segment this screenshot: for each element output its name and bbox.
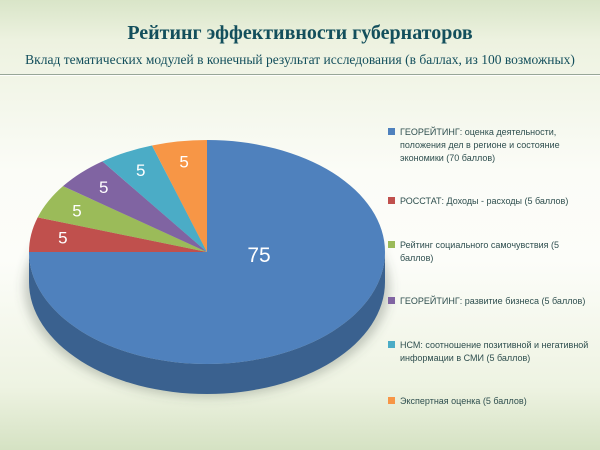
legend-swatch bbox=[388, 240, 395, 248]
pie-slice-1 bbox=[29, 217, 207, 252]
pie-slice-3 bbox=[62, 161, 207, 252]
legend-label: ГЕОРЕЙТИНГ: развитие бизнеса (5 баллов) bbox=[400, 296, 586, 307]
pie-data-label: 5 bbox=[136, 161, 145, 180]
legend-swatch bbox=[388, 128, 395, 135]
legend-label: РОССТАТ: Доходы - расходы (5 баллов) bbox=[400, 196, 569, 207]
legend-item: НСМ: соотношение позитивной и негативной… bbox=[388, 339, 590, 365]
chart-subtitle: Вклад тематических модулей в конечный ре… bbox=[25, 52, 575, 67]
pie-data-label: 5 bbox=[72, 201, 81, 220]
pie-slice-5 bbox=[151, 140, 207, 252]
pie-slice-4 bbox=[102, 145, 207, 252]
legend-item: ГЕОРЕЙТИНГ: развитие бизнеса (5 баллов) bbox=[388, 295, 590, 308]
legend: ГЕОРЕЙТИНГ: оценка деятельности, положен… bbox=[388, 126, 590, 408]
legend-label: ГЕОРЕЙТИНГ: оценка деятельности, положен… bbox=[400, 127, 560, 164]
legend-label: НСМ: соотношение позитивной и негативной… bbox=[400, 339, 589, 363]
legend-item: РОССТАТ: Доходы - расходы (5 баллов) bbox=[388, 195, 590, 208]
pie-slice-2 bbox=[37, 186, 207, 252]
legend-label: Рейтинг социального самочувствия (5 балл… bbox=[400, 239, 560, 263]
pie-data-label: 5 bbox=[179, 152, 188, 171]
legend-swatch bbox=[388, 297, 395, 305]
chart-title: Рейтинг эффективности губернаторов bbox=[127, 22, 473, 44]
legend-swatch bbox=[388, 340, 395, 348]
legend-swatch bbox=[388, 197, 395, 205]
header-divider bbox=[0, 74, 600, 75]
legend-item: ГЕОРЕЙТИНГ: оценка деятельности, положен… bbox=[388, 126, 590, 165]
legend-item: Рейтинг социального самочувствия (5 балл… bbox=[388, 239, 590, 265]
legend-item: Экспертная оценка (5 баллов) bbox=[388, 395, 590, 408]
pie-data-label: 5 bbox=[99, 178, 108, 197]
header: Рейтинг эффективности губернаторов Вклад… bbox=[0, 0, 600, 75]
legend-swatch bbox=[388, 396, 395, 404]
legend-label: Экспертная оценка (5 баллов) bbox=[400, 395, 527, 406]
pie-rim bbox=[29, 252, 385, 394]
pie-data-label: 75 bbox=[247, 244, 270, 267]
pie-data-label: 5 bbox=[58, 229, 67, 248]
